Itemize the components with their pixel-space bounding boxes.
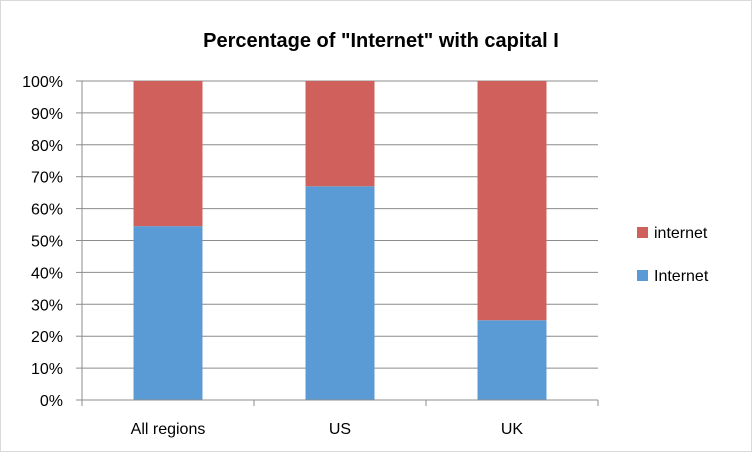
- y-tick-label: 50%: [31, 234, 63, 251]
- x-axis: All regions US UK: [81, 399, 599, 438]
- y-tick-label: 30%: [31, 297, 63, 314]
- x-category-label: US: [329, 421, 351, 438]
- bars: [133, 81, 547, 400]
- chart-title: Percentage of "Internet" with capital I: [203, 30, 559, 52]
- y-tick-label: 0%: [40, 393, 63, 410]
- y-axis-tick-labels: 0% 10% 20% 30% 40% 50% 60% 70% 80% 90% 100%: [22, 74, 63, 410]
- y-tick-label: 20%: [31, 329, 63, 346]
- y-tick-label: 60%: [31, 202, 63, 219]
- y-tick-label: 40%: [31, 265, 63, 282]
- bar-internet-uk: [477, 81, 547, 321]
- legend-swatch-internet: [637, 227, 648, 238]
- legend-label: Internet: [654, 268, 709, 285]
- bar-internet-all-regions: [133, 226, 203, 400]
- y-tick-label: 80%: [31, 138, 63, 155]
- x-category-label: All regions: [131, 421, 206, 438]
- x-category-label: UK: [501, 421, 524, 438]
- bar-internet-us: [305, 186, 375, 400]
- bar-internet-all-regions: [133, 81, 203, 227]
- legend: internet Internet: [637, 225, 709, 285]
- bar-internet-us: [305, 81, 375, 187]
- bar-internet-uk: [477, 320, 547, 400]
- y-tick-label: 90%: [31, 106, 63, 123]
- y-tick-label: 10%: [31, 361, 63, 378]
- y-tick-label: 100%: [22, 74, 63, 91]
- y-tick-label: 70%: [31, 170, 63, 187]
- legend-label: internet: [654, 225, 708, 242]
- legend-swatch-internet: [637, 270, 648, 281]
